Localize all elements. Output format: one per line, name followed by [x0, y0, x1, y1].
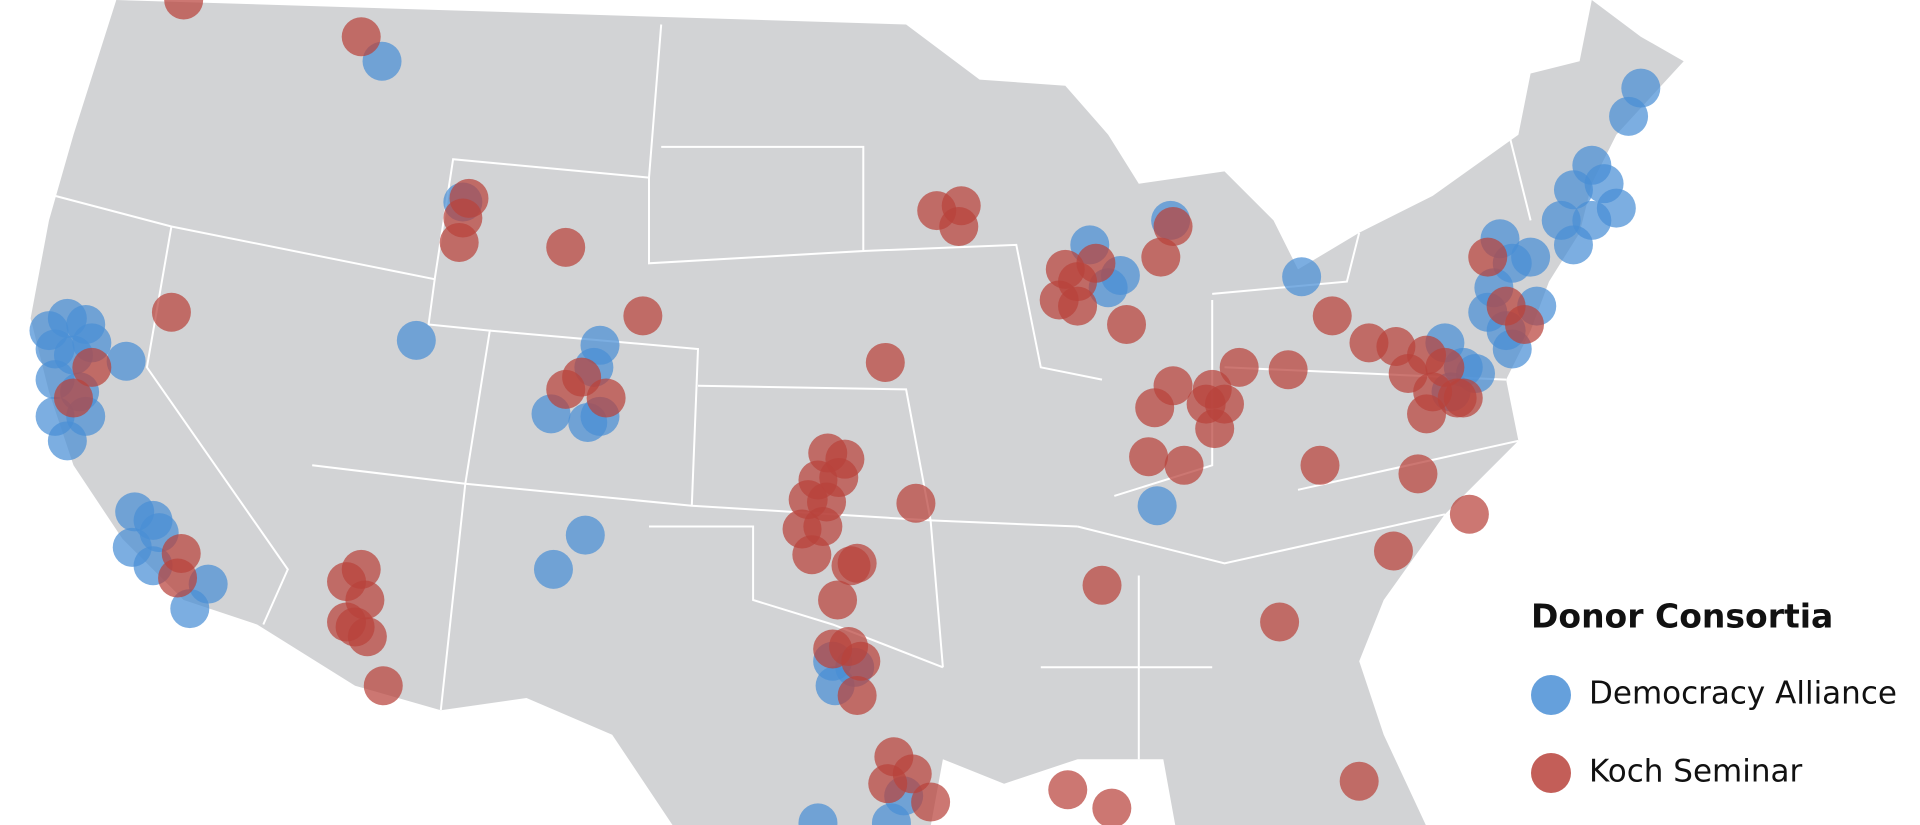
location-dot: [341, 17, 381, 57]
location-dot: [151, 292, 191, 332]
location-dot: [1398, 454, 1438, 494]
state-line: [145, 226, 289, 625]
location-dot: [939, 207, 979, 247]
location-dot: [439, 222, 479, 262]
state-line: [489, 329, 700, 506]
location-dot: [396, 320, 436, 360]
location-dot: [792, 535, 832, 575]
location-dot: [1268, 350, 1308, 390]
location-dot: [896, 483, 936, 523]
location-dot: [1141, 237, 1181, 277]
location-dot: [164, 0, 204, 20]
location-dot: [1137, 486, 1177, 526]
location-dot: [1076, 243, 1116, 283]
location-dot: [1282, 257, 1322, 297]
location-dot: [335, 607, 375, 647]
location-dot: [841, 641, 881, 681]
state-line: [649, 525, 944, 669]
location-dot: [911, 782, 951, 822]
location-dot: [798, 803, 838, 825]
location-dot: [363, 666, 403, 706]
location-dot: [1468, 237, 1508, 277]
location-dot: [1153, 207, 1193, 247]
location-dot: [1300, 445, 1340, 485]
location-dot: [831, 546, 871, 586]
location-dot: [1048, 770, 1088, 810]
state-line: [1505, 122, 1532, 221]
location-dot: [1129, 437, 1169, 477]
location-dot: [1449, 494, 1489, 534]
location-dot: [106, 341, 146, 381]
location-dot: [1553, 170, 1593, 210]
location-dot: [871, 803, 911, 825]
location-dot: [865, 342, 905, 382]
location-dot: [1486, 286, 1526, 326]
location-dot: [47, 421, 87, 461]
location-dot: [892, 754, 932, 794]
state-line: [697, 384, 944, 668]
location-dot: [1164, 445, 1204, 485]
legend: Donor Consortia Democracy Alliance Koch S…: [1531, 597, 1897, 793]
location-dot: [1260, 602, 1300, 642]
location-dot: [1195, 409, 1235, 449]
dots: [29, 0, 1661, 825]
location-dot: [1058, 286, 1098, 326]
location-dot: [1553, 225, 1593, 265]
location-dot: [1219, 347, 1259, 387]
location-dot: [565, 515, 605, 555]
location-dot: [158, 558, 198, 598]
location-dot: [1107, 304, 1147, 344]
state-line: [1077, 513, 1446, 565]
location-dot: [1339, 761, 1379, 801]
location-dot: [623, 296, 663, 336]
location-dot: [586, 378, 626, 418]
location-dot: [1373, 531, 1413, 571]
location-dot: [1596, 188, 1636, 228]
location-dot: [1437, 378, 1477, 418]
location-dot: [1425, 347, 1465, 387]
location-dot: [1312, 296, 1352, 336]
location-dot: [533, 549, 573, 589]
location-dot: [1082, 565, 1122, 605]
legend-label: Democracy Alliance: [1589, 676, 1897, 712]
location-dot: [53, 378, 93, 418]
location-dot: [546, 227, 586, 267]
location-dot: [837, 676, 877, 716]
legend-swatch: [1531, 753, 1571, 793]
legend-label: Koch Seminar: [1589, 754, 1803, 790]
location-dot: [72, 347, 112, 387]
location-dot: [1621, 68, 1661, 108]
legend-swatch: [1531, 675, 1571, 715]
location-dot: [1092, 788, 1132, 825]
state-line: [1114, 300, 1214, 497]
location-dot: [1153, 366, 1193, 406]
location-dot: [170, 589, 210, 629]
location-dot: [818, 580, 858, 620]
location-dot: [1511, 237, 1551, 277]
state-line: [863, 243, 1103, 381]
state-line: [1212, 232, 1361, 295]
legend-title: Donor Consortia: [1531, 597, 1833, 636]
location-dot: [1407, 394, 1447, 434]
